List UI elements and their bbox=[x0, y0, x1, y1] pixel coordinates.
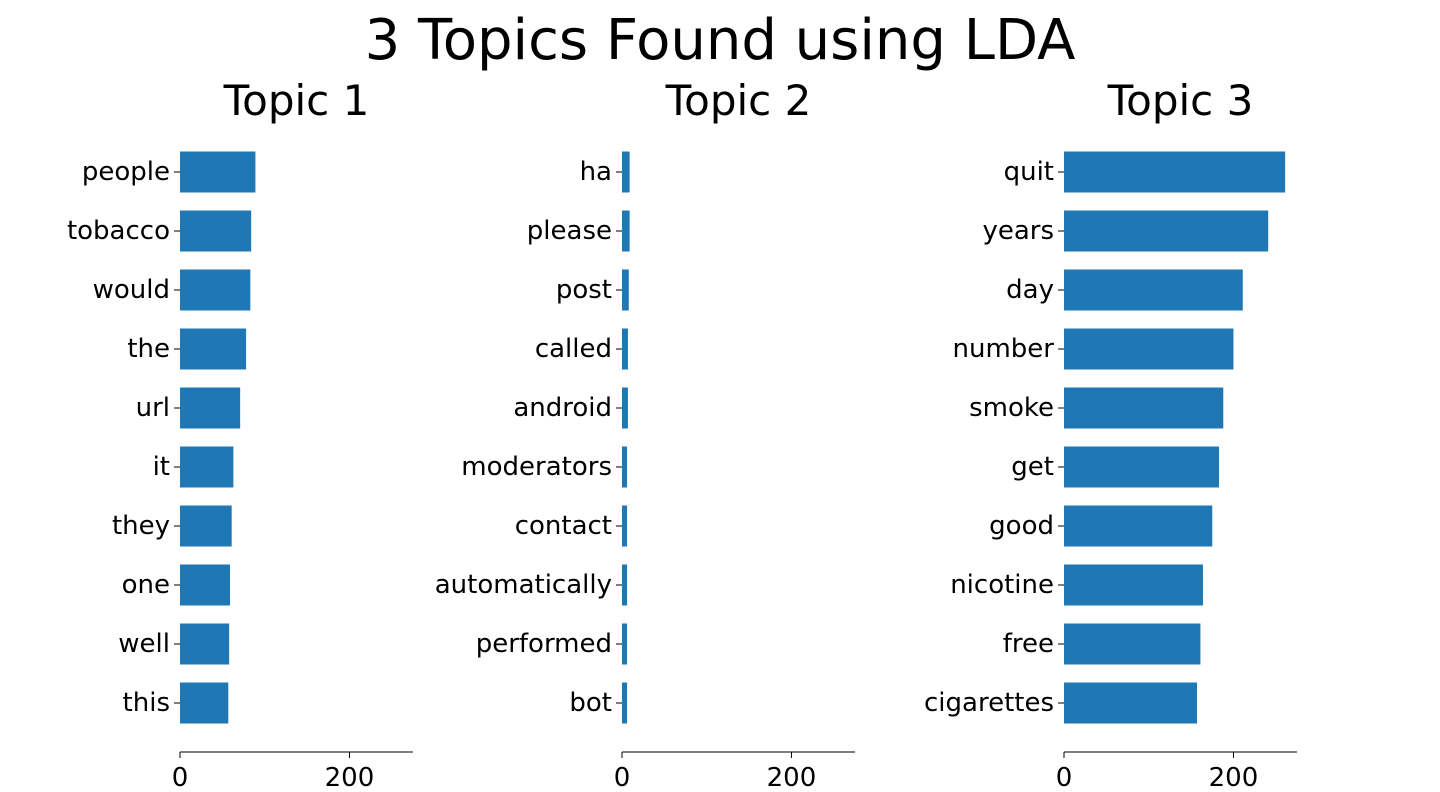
bar-called bbox=[622, 328, 628, 370]
subplot-topic-3: Topic 3 quit years day number smoke get good nic… bbox=[924, 76, 1297, 792]
bar-bot bbox=[622, 682, 628, 724]
category-label: contact bbox=[515, 511, 612, 541]
bar-they bbox=[180, 505, 232, 547]
category-label: nicotine bbox=[950, 570, 1054, 600]
bar-good bbox=[1064, 505, 1213, 547]
subplot-title: Topic 2 bbox=[665, 76, 812, 125]
bar-the bbox=[180, 328, 247, 370]
bar-this bbox=[180, 682, 229, 724]
x-tick-label: 0 bbox=[172, 763, 189, 792]
category-label: automatically bbox=[435, 570, 612, 600]
category-label: performed bbox=[476, 629, 612, 659]
subplot-title: Topic 3 bbox=[1107, 76, 1254, 125]
subplot-topic-1: Topic 1 people tobacco would the url it they one… bbox=[67, 76, 413, 792]
bar-it bbox=[180, 446, 234, 488]
bar-performed bbox=[622, 623, 628, 665]
category-label: quit bbox=[1004, 157, 1054, 187]
bar-contact bbox=[622, 505, 628, 547]
category-label: they bbox=[112, 511, 170, 541]
category-label: android bbox=[513, 393, 612, 423]
category-label: bot bbox=[569, 688, 612, 718]
category-label: moderators bbox=[461, 452, 612, 482]
category-label: ha bbox=[580, 157, 612, 187]
category-label: people bbox=[82, 157, 170, 187]
x-tick-label: 200 bbox=[325, 763, 375, 792]
category-label: this bbox=[123, 688, 170, 718]
category-label: years bbox=[982, 216, 1054, 246]
category-label: please bbox=[527, 216, 612, 246]
figure-title: 3 Topics Found using LDA bbox=[364, 8, 1076, 73]
bar-url bbox=[180, 387, 241, 429]
category-label: good bbox=[989, 511, 1054, 541]
category-label: cigarettes bbox=[924, 688, 1054, 718]
category-label: tobacco bbox=[67, 216, 170, 246]
category-label: get bbox=[1011, 452, 1054, 482]
bar-years bbox=[1064, 210, 1269, 252]
bar-number bbox=[1064, 328, 1234, 370]
bar-free bbox=[1064, 623, 1201, 665]
bar-please bbox=[622, 210, 630, 252]
bar-smoke bbox=[1064, 387, 1224, 429]
bar-people bbox=[180, 151, 256, 193]
subplot-title: Topic 1 bbox=[223, 76, 370, 125]
subplot-topic-2: Topic 2 ha please post called android moderato… bbox=[435, 76, 855, 792]
bar-would bbox=[180, 269, 251, 311]
bar-moderators bbox=[622, 446, 628, 488]
category-label: one bbox=[122, 570, 170, 600]
category-label: free bbox=[1003, 629, 1054, 659]
category-label: it bbox=[153, 452, 170, 482]
bar-nicotine bbox=[1064, 564, 1203, 606]
x-tick-label: 0 bbox=[1056, 763, 1073, 792]
bar-one bbox=[180, 564, 230, 606]
bar-android bbox=[622, 387, 628, 429]
category-label: called bbox=[535, 334, 612, 364]
category-label: post bbox=[556, 275, 612, 305]
x-tick-label: 0 bbox=[614, 763, 631, 792]
bar-post bbox=[622, 269, 629, 311]
x-tick-label: 200 bbox=[1209, 763, 1259, 792]
bar-automatically bbox=[622, 564, 628, 606]
bar-tobacco bbox=[180, 210, 252, 252]
category-label: well bbox=[118, 629, 170, 659]
category-label: smoke bbox=[969, 393, 1054, 423]
bar-ha bbox=[622, 151, 630, 193]
category-label: number bbox=[953, 334, 1055, 364]
category-label: url bbox=[136, 393, 170, 423]
bar-cigarettes bbox=[1064, 682, 1198, 724]
bar-quit bbox=[1064, 151, 1286, 193]
category-label: the bbox=[127, 334, 170, 364]
bar-get bbox=[1064, 446, 1220, 488]
category-label: day bbox=[1006, 275, 1054, 305]
bar-day bbox=[1064, 269, 1243, 311]
category-label: would bbox=[93, 275, 170, 305]
x-tick-label: 200 bbox=[767, 763, 817, 792]
bar-well bbox=[180, 623, 230, 665]
